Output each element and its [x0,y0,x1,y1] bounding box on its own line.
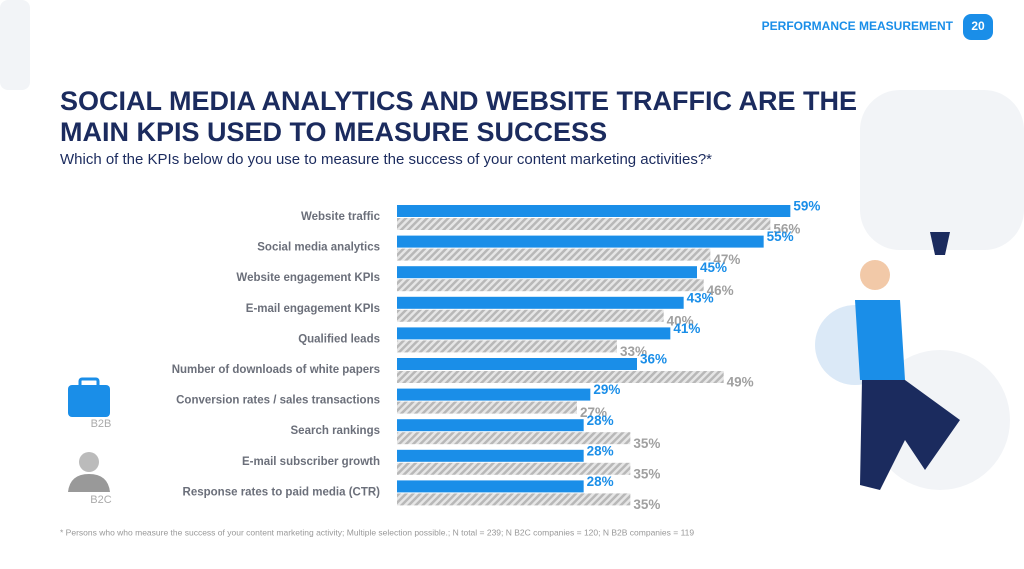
category-label: Website engagement KPIs [236,272,380,284]
value-label: 46% [707,283,734,298]
value-label: 47% [713,252,740,267]
value-label: 36% [640,352,667,367]
value-label: 43% [687,290,714,305]
bar-b2b [397,235,764,248]
value-label: 55% [767,229,794,244]
value-label: 28% [587,474,614,489]
bar-b2c [397,248,711,261]
b2b-icon-handle [78,377,100,389]
bar-b2b [397,419,584,432]
bar-b2b [397,480,584,493]
subtitle: Which of the KPIs below do you use to me… [60,151,712,168]
bar-b2c [397,309,664,322]
page-badge [963,14,993,40]
bar-b2b [397,327,671,340]
value-label: 56% [773,222,800,237]
value-label: 35% [633,466,660,481]
value-label: 35% [633,436,660,451]
legend-label: B2C [90,494,111,506]
category-label: Qualified leads [298,333,380,345]
value-label: 29% [593,382,620,397]
bar-b2c [397,371,724,383]
bar-b2b [397,205,791,217]
category-label: E-mail engagement KPIs [246,303,380,315]
value-label: 41% [673,321,700,336]
legend: B2B B2C [68,377,112,506]
value-label: 49% [727,375,754,390]
bar-b2c [397,279,704,292]
page-number: 20 [971,19,985,33]
footnote: * Persons who who measure the success of… [60,527,694,537]
bar-b2c [397,218,771,230]
category-label: Number of downloads of white papers [172,364,380,376]
bar-b2b [397,449,584,462]
b2c-icon-body [68,474,110,492]
category-label: Social media analytics [257,242,380,254]
category-label: E-mail subscriber growth [242,456,380,468]
value-label: 33% [620,344,647,359]
legend-label: B2B [91,418,112,430]
title-line: MAIN KPIS USED TO MEASURE SUCCESS [60,117,607,147]
title-line: SOCIAL MEDIA ANALYTICS AND WEBSITE TRAFF… [60,86,857,116]
bar-b2c [397,340,617,353]
bar-b2b [397,266,697,279]
category-label: Conversion rates / sales transactions [176,395,380,407]
value-label: 59% [793,199,820,214]
section-title: PERFORMANCE MEASUREMENT [762,19,954,33]
category-label: Response rates to paid media (CTR) [183,486,381,498]
bar-b2c [397,401,577,414]
bar-b2b [397,358,637,370]
value-label: 28% [587,443,614,458]
value-label: 27% [580,405,607,420]
illustration [815,232,960,490]
value-label: 35% [633,497,660,512]
bar-b2c [397,493,631,506]
bar-b2c [397,462,631,475]
b2b-icon [68,385,110,417]
b2c-icon-head [79,452,99,472]
bar-b2b [397,296,684,309]
category-label: Search rankings [291,425,380,437]
value-label: 40% [667,313,694,328]
category-label: Website traffic [301,211,381,223]
value-label: 45% [700,260,727,275]
bar-b2c [397,432,631,445]
value-label: 28% [587,413,614,428]
bar-b2b [397,388,591,401]
